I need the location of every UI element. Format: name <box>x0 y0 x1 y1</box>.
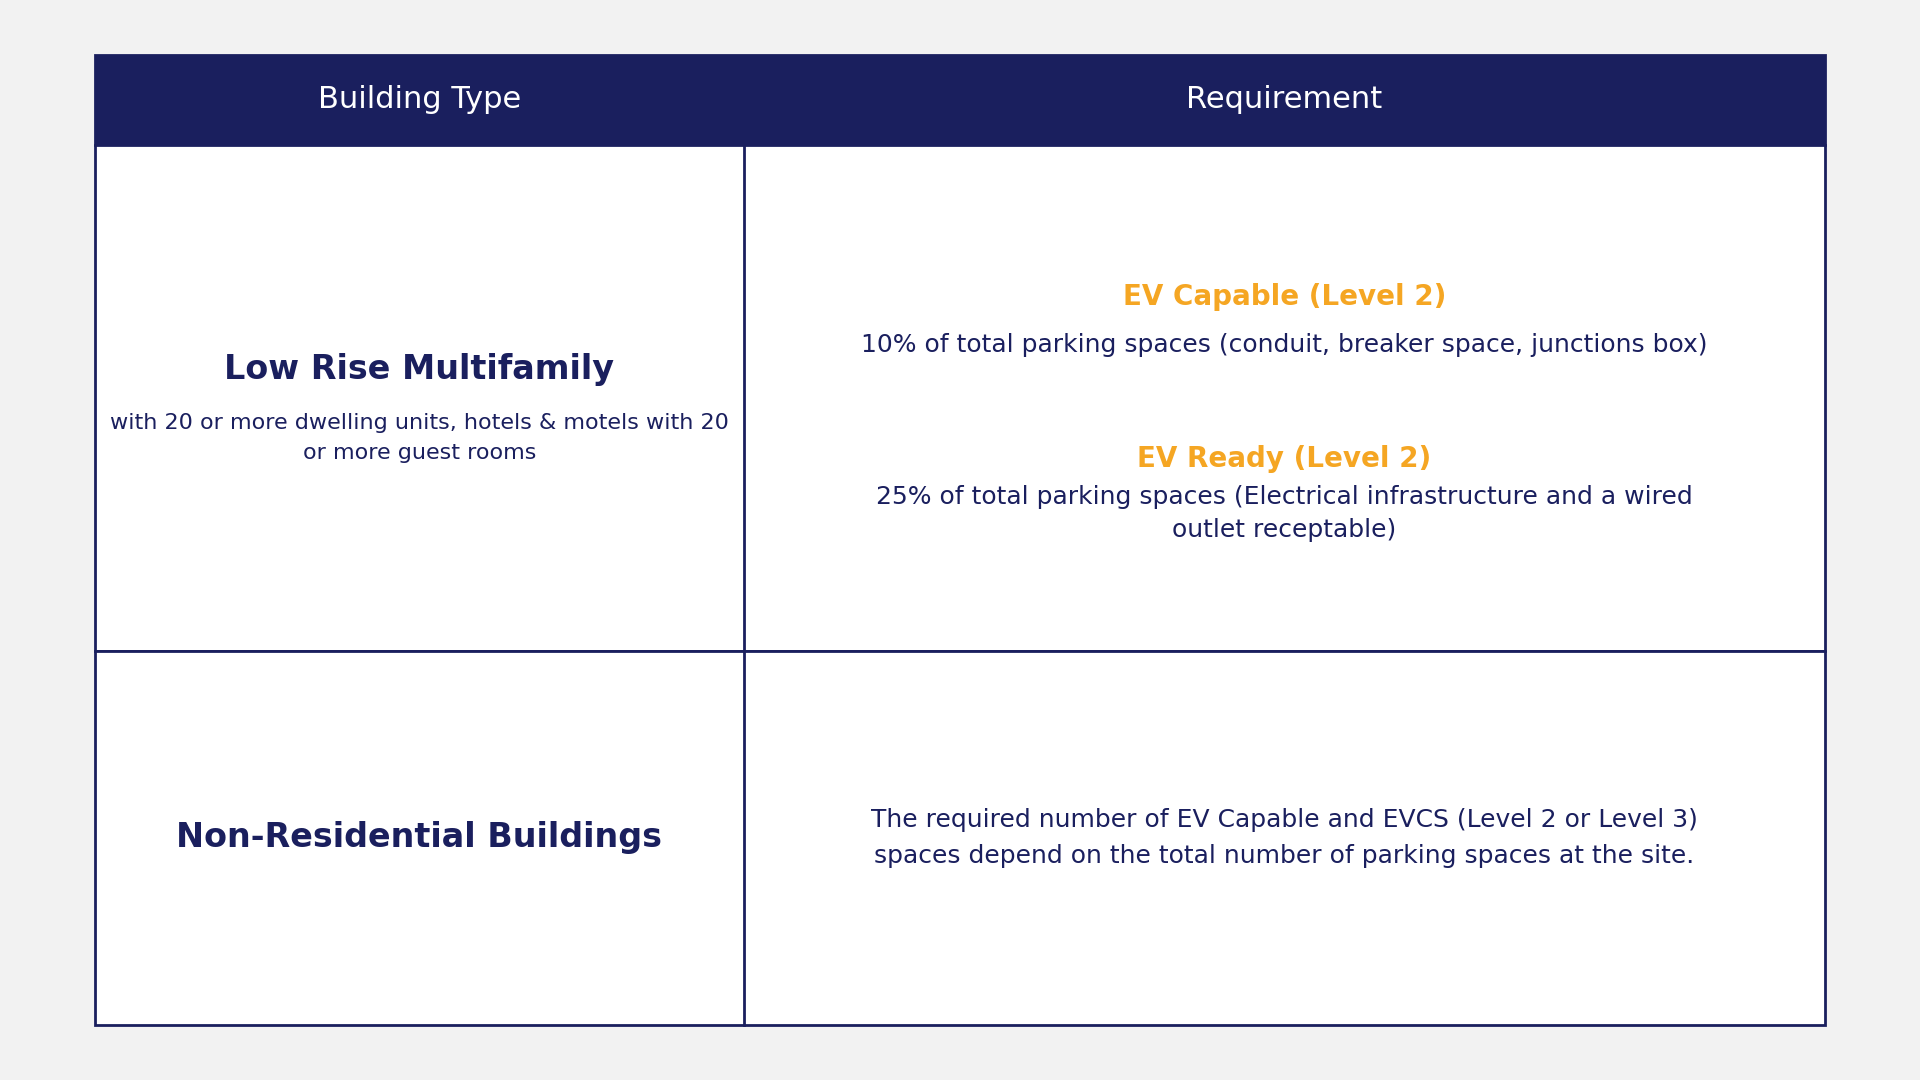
Bar <box>94 651 1826 1025</box>
Text: 25% of total parking spaces (Electrical infrastructure and a wired
outlet recept: 25% of total parking spaces (Electrical … <box>876 485 1693 542</box>
Text: Requirement: Requirement <box>1187 85 1382 114</box>
Bar <box>94 55 1826 145</box>
Text: Non-Residential Buildings: Non-Residential Buildings <box>177 822 662 854</box>
Text: Low Rise Multifamily: Low Rise Multifamily <box>225 353 614 387</box>
Bar <box>94 145 1826 651</box>
Text: The required number of EV Capable and EVCS (Level 2 or Level 3)
spaces depend on: The required number of EV Capable and EV… <box>872 808 1697 867</box>
Text: 10% of total parking spaces (conduit, breaker space, junctions box): 10% of total parking spaces (conduit, br… <box>862 333 1707 356</box>
Text: Building Type: Building Type <box>317 85 520 114</box>
Text: with 20 or more dwelling units, hotels & motels with 20
or more guest rooms: with 20 or more dwelling units, hotels &… <box>109 414 730 463</box>
Text: EV Ready (Level 2): EV Ready (Level 2) <box>1137 445 1432 473</box>
Text: EV Capable (Level 2): EV Capable (Level 2) <box>1123 283 1446 311</box>
